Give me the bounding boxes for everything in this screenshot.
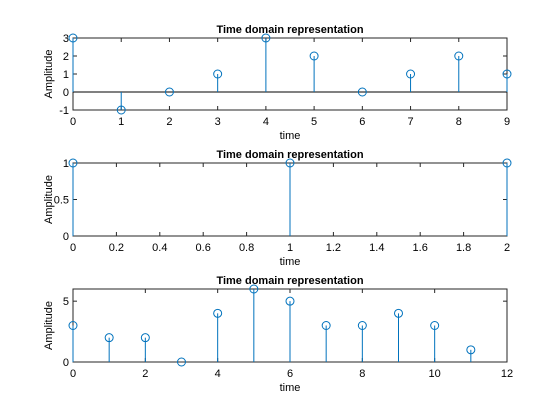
y-tick-label: 1 [63,158,69,170]
y-tick-label: 0 [63,87,69,99]
x-tick-label: 9 [504,116,510,128]
y-tick-label: 5 [63,296,69,308]
subplot-2: 0 0.2 0.4 0.6 0.8 1 1.2 1.4 1.6 1.8 2 0 0.5 1 Time dom… [43,149,512,268]
stem-marker [177,357,186,367]
axes-box [72,37,508,111]
y-tick-label: 3 [63,33,69,45]
x-tick-label: 1 [287,242,293,254]
x-tick-label: 0 [70,116,76,128]
x-tick-label: 0.4 [152,242,167,254]
x-tick-label: 0.2 [109,242,124,254]
stem-marker [454,51,464,61]
x-tick-label: 5 [311,116,317,128]
stem-marker [164,87,174,97]
stem-marker [285,296,295,306]
y-tick-label: 0 [63,231,69,243]
y-tick-label: 2 [63,51,69,63]
stem-marker [309,51,319,61]
chart-title: Time domain representation [216,149,363,161]
stem-marker [357,321,367,330]
y-tick-label: 0 [63,357,69,369]
stem-marker [213,69,223,79]
x-tick-label: 2 [142,368,148,380]
x-axis-label: time [280,130,301,142]
stem-marker [104,333,114,343]
x-tick-label: 4 [215,368,221,380]
stem-marker [466,345,476,355]
stem-marker [502,69,512,79]
x-tick-label: 0.6 [196,242,211,254]
x-tick-label: 1.6 [413,242,428,254]
x-tick-label: 6 [287,368,293,380]
stem-marker [321,321,331,330]
x-tick-label: 0.8 [239,242,254,254]
x-tick-label: 0 [70,242,76,254]
x-axis-label: time [280,256,301,268]
stem-marker [261,33,271,43]
x-tick-label: 4 [263,116,269,128]
y-axis-label: Amplitude [43,301,55,350]
y-tick-label: 0.5 [54,195,69,207]
x-tick-label: 8 [359,368,365,380]
x-tick-label: 12 [501,368,513,380]
stem-marker [116,105,126,115]
x-tick-label: 2 [166,116,172,128]
chart-title: Time domain representation [216,275,363,287]
stem-marker [285,158,295,168]
stem-marker [430,321,440,330]
x-axis-label: time [280,382,301,394]
stem-marker [357,87,367,97]
stem-marker [394,308,403,318]
x-tick-label: 0 [70,368,76,380]
stem-marker [502,158,512,168]
x-tick-label: 1.4 [369,242,384,254]
x-tick-label: 8 [456,116,462,128]
x-tick-label: 6 [359,116,365,128]
x-tick-label: 7 [407,116,413,128]
stem-marker [68,158,78,168]
stem-marker [68,321,78,330]
y-tick-label: 1 [63,69,69,81]
stem-marker [68,33,78,43]
y-axis-label: Amplitude [43,175,55,224]
x-tick-label: 2 [504,242,510,254]
stem-marker [140,333,150,343]
x-tick-label: 1.2 [326,242,341,254]
y-axis-label: Amplitude [43,50,55,99]
chart-title: Time domain representation [216,24,363,36]
x-tick-label: 1 [118,116,124,128]
stem-marker [213,308,223,318]
x-tick-label: 1.8 [456,242,471,254]
subplot-3: 0 2 4 6 8 10 12 0 5 Time domain representation tim… [43,275,513,394]
x-tick-label: 10 [429,368,441,380]
stem-marker [249,284,259,294]
stem-marker [406,69,416,79]
y-tick-label: -1 [59,105,69,117]
x-tick-label: 3 [215,116,221,128]
